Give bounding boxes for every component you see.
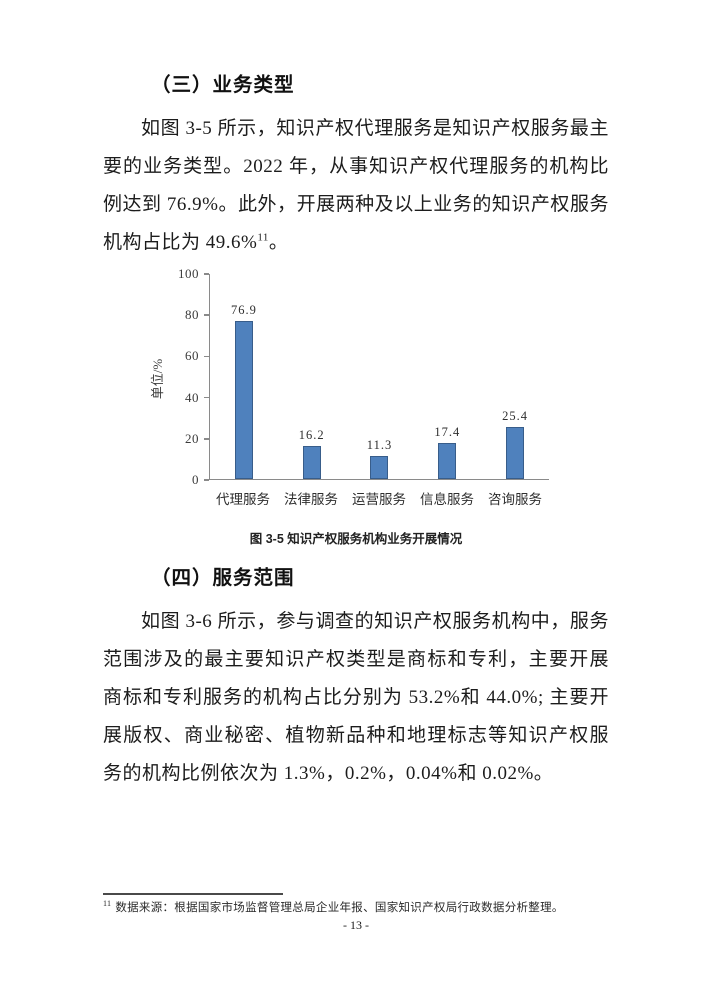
y-tick-mark bbox=[204, 479, 209, 481]
category-label: 咨询服务 bbox=[488, 492, 542, 507]
y-tick-label: 40 bbox=[185, 389, 199, 405]
category-label: 代理服务 bbox=[216, 492, 270, 507]
bar bbox=[506, 426, 525, 479]
section-heading-business-type: （三）业务类型 bbox=[151, 75, 295, 96]
y-tick: 60 bbox=[185, 348, 209, 364]
bar-value-label: 16.2 bbox=[298, 427, 325, 442]
paragraph-service-scope: 如图 3-6 所示，参与调查的知识产权服务机构中，服务范围涉及的最主要知识产权类… bbox=[103, 611, 609, 784]
y-tick: 0 bbox=[192, 472, 209, 488]
y-tick-label: 0 bbox=[192, 472, 199, 487]
y-tick-label: 100 bbox=[178, 266, 199, 281]
bar bbox=[370, 455, 389, 479]
category-label: 运营服务 bbox=[352, 492, 406, 507]
page-number: - 13 - bbox=[343, 918, 369, 932]
y-tick-mark bbox=[204, 396, 209, 399]
paragraph-business-type: 如图 3-5 所示，知识产权代理服务是知识产权服务最主要的业务类型。2022 年… bbox=[103, 110, 609, 262]
footnote: 11 数据来源：根据国家市场监督管理总局企业年报、国家知识产权局行政数据分析整理。 bbox=[103, 900, 609, 916]
y-tick: 20 bbox=[185, 431, 209, 447]
footnote-divider bbox=[103, 893, 283, 895]
y-tick-label: 20 bbox=[185, 430, 199, 446]
chart-y-axis: 0 20 40 60 80 100 bbox=[103, 266, 209, 487]
bar-value-label: 25.4 bbox=[502, 408, 529, 423]
y-tick: 100 bbox=[178, 266, 209, 282]
y-tick-mark bbox=[204, 273, 209, 275]
section-heading-service-scope: （四）服务范围 bbox=[151, 568, 295, 589]
y-tick-mark bbox=[204, 314, 209, 316]
footnote-reference: 11 bbox=[257, 231, 269, 244]
bar-column: 16.2 bbox=[278, 274, 346, 479]
paragraph-business-type-text: 如图 3-5 所示，知识产权代理服务是知识产权服务最主要的业务类型。2022 年… bbox=[103, 118, 609, 253]
y-tick-label: 80 bbox=[185, 307, 199, 323]
footnote-text: 数据来源：根据国家市场监督管理总局企业年报、国家知识产权局行政数据分析整理。 bbox=[115, 902, 564, 914]
paragraph-business-type-period: 。 bbox=[268, 232, 289, 253]
chart-x-axis-labels: 代理服务 法律服务 运营服务 信息服务 咨询服务 bbox=[209, 488, 549, 508]
bar-column: 76.9 bbox=[210, 274, 278, 479]
chart-plot-area: 76.9 16.2 11.3 17.4 25.4 bbox=[209, 274, 549, 480]
y-tick: 40 bbox=[185, 390, 209, 406]
y-tick-label: 60 bbox=[185, 348, 199, 364]
bar-column: 11.3 bbox=[346, 274, 414, 479]
footnote-marker: 11 bbox=[103, 899, 112, 909]
bar-value-label: 17.4 bbox=[434, 425, 461, 440]
category-label: 法律服务 bbox=[284, 492, 338, 507]
bar-value-label: 76.9 bbox=[230, 302, 257, 317]
y-tick: 80 bbox=[185, 307, 209, 323]
bar bbox=[438, 443, 457, 479]
figure-3-5: 单位/% 0 20 40 60 80 100 76.9 16.2 11.3 17.4 25.4 代… bbox=[103, 266, 609, 547]
y-tick-mark bbox=[204, 438, 209, 440]
bar-chart: 单位/% 0 20 40 60 80 100 76.9 16.2 11.3 17.4 25.4 代… bbox=[103, 266, 609, 514]
bar-column: 25.4 bbox=[481, 274, 549, 479]
category-label: 信息服务 bbox=[420, 492, 474, 507]
y-tick-mark bbox=[204, 355, 209, 358]
page-footer: 11 数据来源：根据国家市场监督管理总局企业年报、国家知识产权局行政数据分析整理。… bbox=[103, 893, 609, 933]
bar-value-label: 11.3 bbox=[366, 437, 393, 452]
page-content: （三）业务类型 如图 3-5 所示，知识产权代理服务是知识产权服务最主要的业务类… bbox=[103, 74, 609, 793]
bar bbox=[234, 320, 253, 479]
bar-column: 17.4 bbox=[413, 274, 481, 479]
bar bbox=[302, 445, 321, 479]
figure-caption: 图 3-5 知识产权服务机构业务开展情况 bbox=[249, 532, 463, 546]
